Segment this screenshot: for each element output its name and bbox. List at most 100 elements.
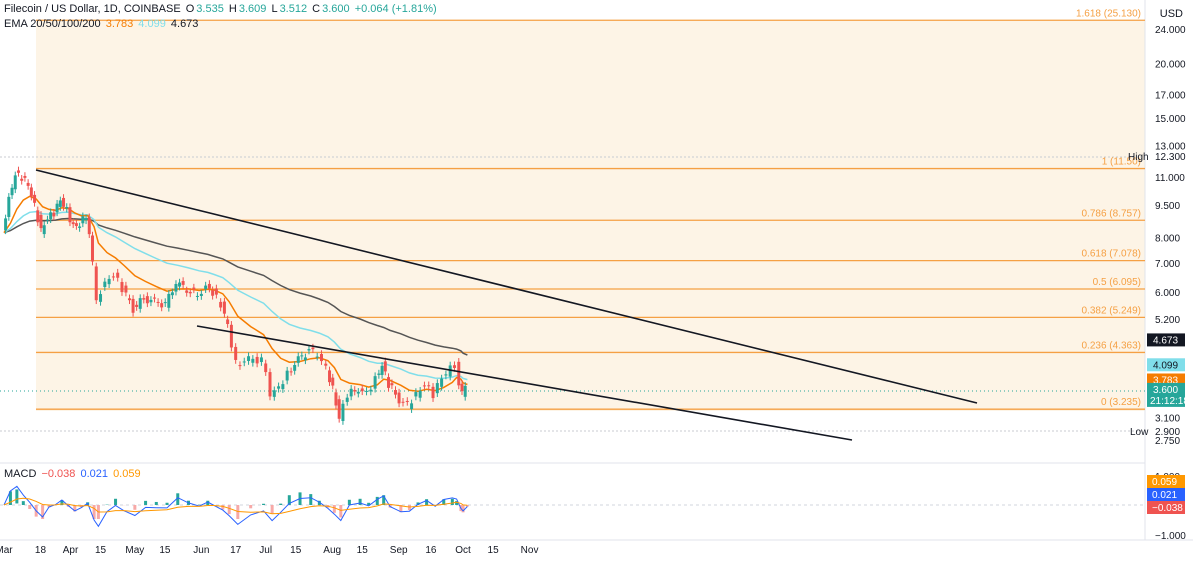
candle-body bbox=[238, 365, 242, 367]
macd-bar bbox=[358, 498, 362, 505]
candle-body bbox=[149, 299, 153, 303]
candle-body bbox=[103, 281, 107, 288]
candle-body bbox=[138, 298, 142, 309]
symbol-title[interactable]: Filecoin / US Dollar, 1D, COINBASE bbox=[4, 3, 181, 15]
time-tick: Apr bbox=[63, 545, 79, 556]
candle-body bbox=[13, 175, 17, 190]
candle-body bbox=[107, 278, 111, 285]
candle-body bbox=[255, 356, 259, 364]
macd-bar bbox=[270, 505, 274, 514]
macd-tag-value: 0.059 bbox=[1152, 477, 1177, 488]
candle-body bbox=[29, 187, 33, 197]
price-tick: 9.500 bbox=[1155, 201, 1180, 212]
macd-bar bbox=[455, 501, 459, 505]
candle-body bbox=[431, 386, 435, 399]
macd-bar bbox=[442, 499, 446, 505]
candle-body bbox=[87, 217, 91, 235]
candle-body bbox=[435, 383, 439, 394]
candle-body bbox=[4, 218, 8, 231]
macd-value: 0.021 bbox=[80, 468, 108, 480]
candle-body bbox=[20, 178, 24, 181]
candle-body bbox=[33, 194, 37, 203]
macd-bar bbox=[317, 500, 321, 505]
candle-body bbox=[142, 298, 146, 300]
high-value: 12.300 bbox=[1155, 152, 1186, 163]
ema-label[interactable]: EMA 20/50/100/200 bbox=[4, 18, 101, 30]
candle-body bbox=[345, 397, 349, 402]
macd-signal-value: 0.059 bbox=[113, 468, 141, 480]
candle-body bbox=[58, 200, 62, 207]
macd-hist-value: −0.038 bbox=[41, 468, 76, 480]
price-tick: 15.000 bbox=[1155, 114, 1186, 125]
price-tag-value: 4.099 bbox=[1153, 360, 1178, 371]
candle-body bbox=[418, 390, 422, 398]
macd-bar bbox=[399, 505, 403, 513]
macd-bar bbox=[407, 505, 411, 511]
macd-histogram bbox=[8, 489, 469, 519]
candle-body bbox=[242, 361, 246, 363]
candle-body bbox=[120, 282, 124, 293]
ema50-value: 4.099 bbox=[138, 18, 166, 30]
macd-bar bbox=[47, 505, 51, 508]
candle-body bbox=[65, 206, 69, 209]
candle-body bbox=[373, 376, 377, 389]
ohlc-h-label: H bbox=[228, 3, 237, 15]
macd-bar bbox=[206, 500, 210, 505]
ohlc-o-label: O bbox=[185, 3, 195, 15]
macd-bar bbox=[416, 502, 420, 505]
macd-label[interactable]: MACD bbox=[4, 468, 37, 480]
candle-body bbox=[341, 403, 345, 421]
candle-body bbox=[226, 319, 230, 325]
candle-body bbox=[234, 346, 238, 360]
candle-body bbox=[281, 384, 285, 390]
fib-label: 0.236 (4.363) bbox=[1082, 340, 1142, 351]
candle-body bbox=[10, 187, 14, 196]
signal-line bbox=[3, 497, 468, 515]
candle-body bbox=[111, 276, 115, 278]
candle-body bbox=[380, 365, 384, 375]
macd-bar bbox=[450, 498, 454, 505]
candle-body bbox=[414, 392, 418, 397]
time-tick: Jul bbox=[259, 545, 272, 556]
candle-body bbox=[90, 235, 94, 262]
candle-body bbox=[328, 370, 332, 383]
candle-body bbox=[135, 304, 139, 307]
fib-label: 0.5 (6.095) bbox=[1093, 277, 1141, 288]
price-tag-value: 3.600 bbox=[1153, 385, 1178, 396]
ema50-path bbox=[3, 210, 468, 381]
time-axis: Mar 18 Apr 15 May 15 Jun 17 Jul 15 Aug 15 Sep 16 Oct 15… bbox=[0, 545, 538, 556]
candle-body bbox=[214, 288, 218, 295]
ema100-line bbox=[3, 217, 468, 356]
candle-body bbox=[160, 303, 164, 308]
candle-body bbox=[131, 298, 135, 313]
candle-body bbox=[393, 390, 397, 395]
macd-bar bbox=[339, 505, 343, 518]
candle-body bbox=[289, 371, 293, 373]
candle-body bbox=[277, 386, 281, 389]
macd-bar bbox=[144, 500, 148, 505]
candle-body bbox=[448, 365, 452, 377]
ema100-path bbox=[3, 217, 468, 356]
candle-body bbox=[99, 294, 103, 302]
candle-body bbox=[78, 226, 82, 228]
time-tick: Oct bbox=[455, 545, 471, 556]
candle-body bbox=[337, 399, 341, 419]
candle-body bbox=[185, 290, 189, 293]
currency-label[interactable]: USD bbox=[1159, 8, 1183, 20]
time-tick: 15 bbox=[488, 545, 500, 556]
time-tick: 15 bbox=[95, 545, 107, 556]
price-tick: 3.100 bbox=[1155, 413, 1180, 424]
macd-bar bbox=[227, 505, 231, 515]
candle-body bbox=[26, 182, 30, 186]
ema100-value: 4.673 bbox=[170, 18, 199, 30]
macd-bar bbox=[287, 495, 291, 505]
macd-tick: −1.000 bbox=[1155, 531, 1186, 542]
macd-tag-hist bbox=[1147, 501, 1185, 514]
candle-body bbox=[457, 361, 461, 386]
chart-header: Filecoin / US Dollar, 1D, COINBASE O 3.53… bbox=[4, 3, 439, 15]
candle-body bbox=[315, 356, 319, 358]
candle-body bbox=[52, 212, 56, 217]
candle-body bbox=[62, 197, 66, 207]
